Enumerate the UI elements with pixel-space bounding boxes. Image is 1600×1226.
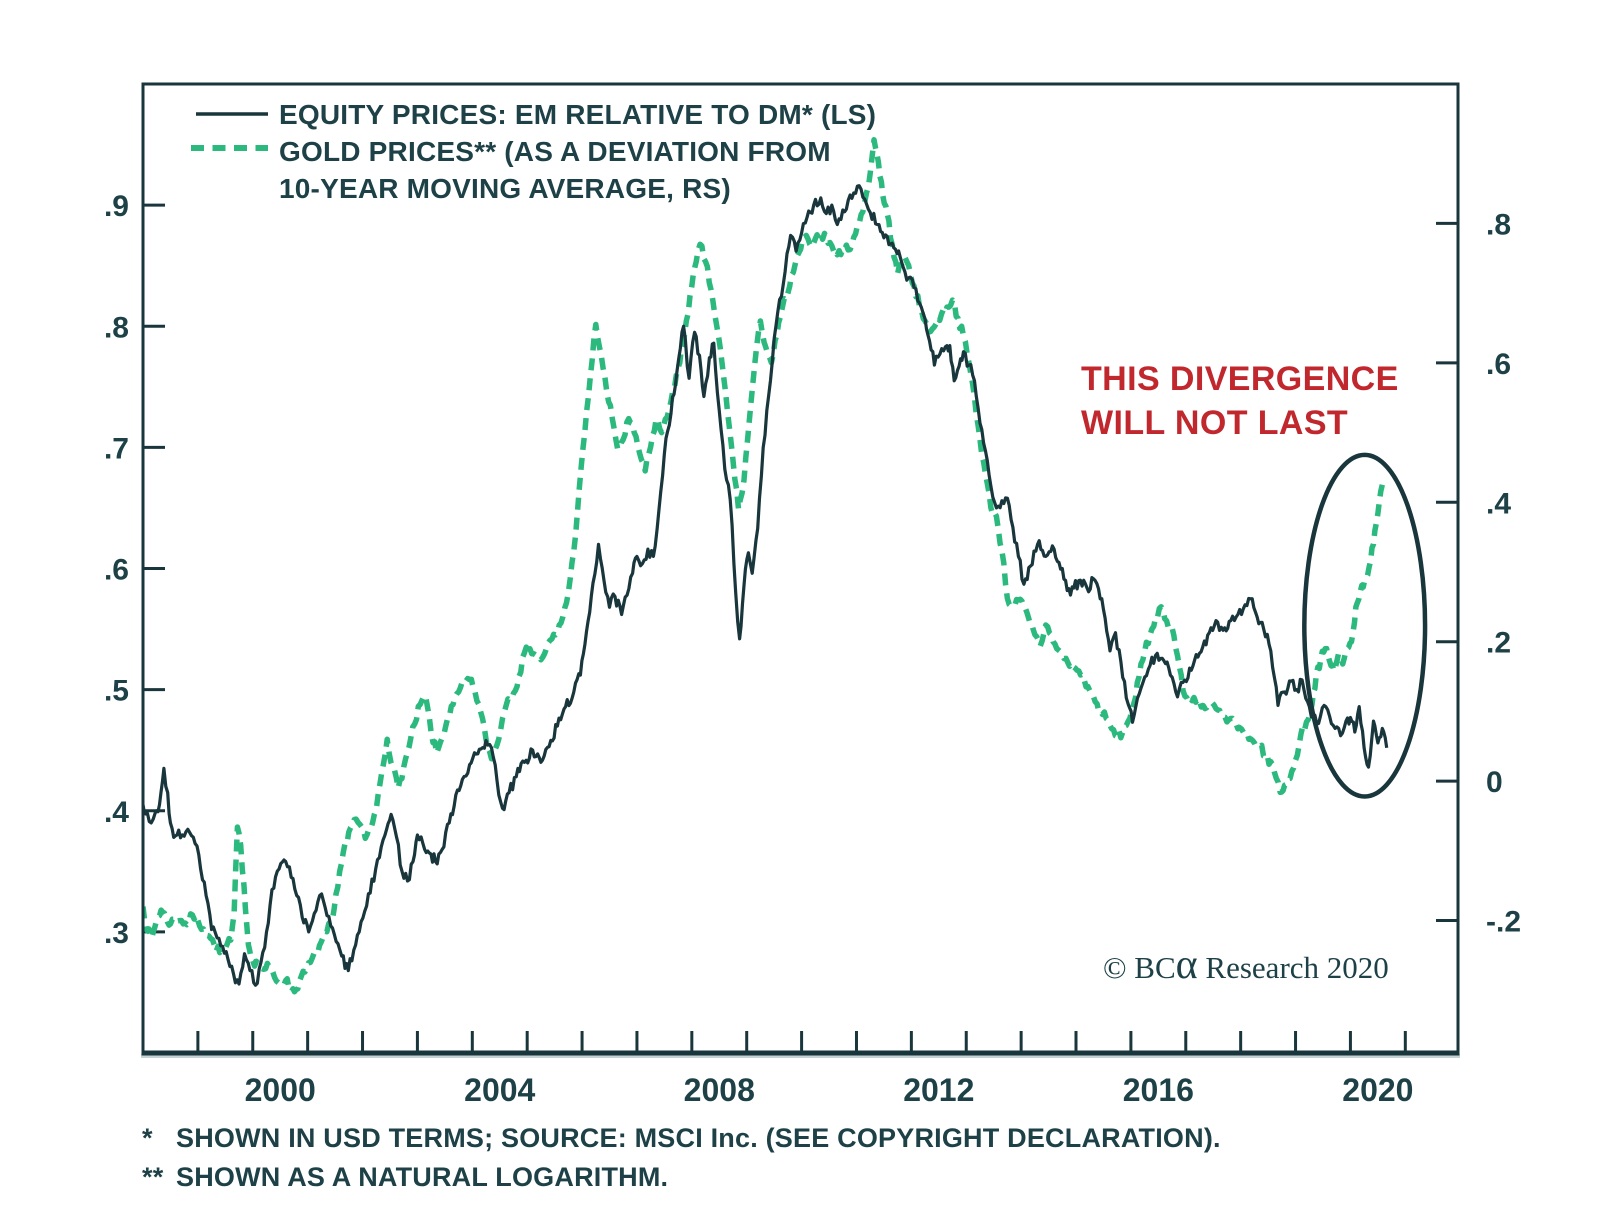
copyright-suffix: Research 2020 bbox=[1197, 950, 1389, 985]
annotation-line1: THIS DIVERGENCE bbox=[1081, 360, 1399, 398]
plot-frame bbox=[141, 82, 1460, 1055]
left-axis-tick-label: .4 bbox=[104, 796, 129, 829]
annotation-line2: WILL NOT LAST bbox=[1081, 404, 1349, 442]
x-axis-year-label: 2016 bbox=[1123, 1072, 1194, 1108]
bca-alpha-glyph: α bbox=[1175, 942, 1198, 988]
divergence-annotation: THIS DIVERGENCE WILL NOT LAST bbox=[1081, 357, 1399, 445]
footnote-1: * SHOWN IN USD TERMS; SOURCE: MSCI Inc. … bbox=[142, 1119, 1221, 1158]
x-axis-year-label: 2012 bbox=[903, 1072, 974, 1108]
left-axis-tick-label: .5 bbox=[104, 675, 129, 708]
left-axis-tick-label: .8 bbox=[104, 311, 129, 344]
right-axis-tick-label: .4 bbox=[1486, 487, 1511, 520]
x-axis-year-label: 2008 bbox=[684, 1072, 755, 1108]
x-axis-year-label: 2000 bbox=[245, 1072, 316, 1108]
legend-equity-label: EQUITY PRICES: EM RELATIVE TO DM* (LS) bbox=[279, 99, 877, 130]
copyright-notice: © BCα Research 2020 bbox=[1103, 944, 1389, 986]
left-axis-tick-label: .3 bbox=[104, 917, 129, 950]
footnote-2-text: SHOWN AS A NATURAL LOGARITHM. bbox=[176, 1162, 669, 1192]
equity-series-line bbox=[142, 184, 1389, 987]
left-axis-tick-label: .6 bbox=[104, 554, 129, 587]
divergence-ellipse bbox=[1302, 452, 1428, 799]
x-axis-year-label: 2004 bbox=[464, 1072, 535, 1108]
footnote-1-marker: * bbox=[142, 1123, 153, 1153]
right-axis-tick-label: 0 bbox=[1486, 766, 1503, 799]
footnote-2-marker: ** bbox=[142, 1162, 164, 1192]
chart-legend: EQUITY PRICES: EM RELATIVE TO DM* (LS) G… bbox=[279, 96, 876, 207]
legend-gold-label-line1: GOLD PRICES** (AS A DEVIATION FROM bbox=[279, 136, 831, 167]
right-axis-tick-label: .2 bbox=[1486, 627, 1511, 660]
footnotes: * SHOWN IN USD TERMS; SOURCE: MSCI Inc. … bbox=[142, 1119, 1221, 1197]
left-axis-tick-label: .7 bbox=[104, 432, 129, 465]
legend-gold-label-line2: 10-YEAR MOVING AVERAGE, RS) bbox=[279, 173, 731, 204]
footnote-1-text: SHOWN IN USD TERMS; SOURCE: MSCI Inc. (S… bbox=[176, 1123, 1221, 1153]
footnote-2: ** SHOWN AS A NATURAL LOGARITHM. bbox=[142, 1158, 1221, 1197]
right-axis-tick-label: .6 bbox=[1486, 348, 1511, 381]
x-axis-year-label: 2020 bbox=[1342, 1072, 1413, 1108]
right-axis-tick-label: .8 bbox=[1486, 208, 1511, 241]
gold-series-line bbox=[142, 137, 1385, 995]
left-axis-tick-label: .9 bbox=[104, 190, 129, 223]
copyright-prefix: © BC bbox=[1103, 950, 1176, 985]
right-axis-tick-label: -.2 bbox=[1486, 906, 1521, 939]
